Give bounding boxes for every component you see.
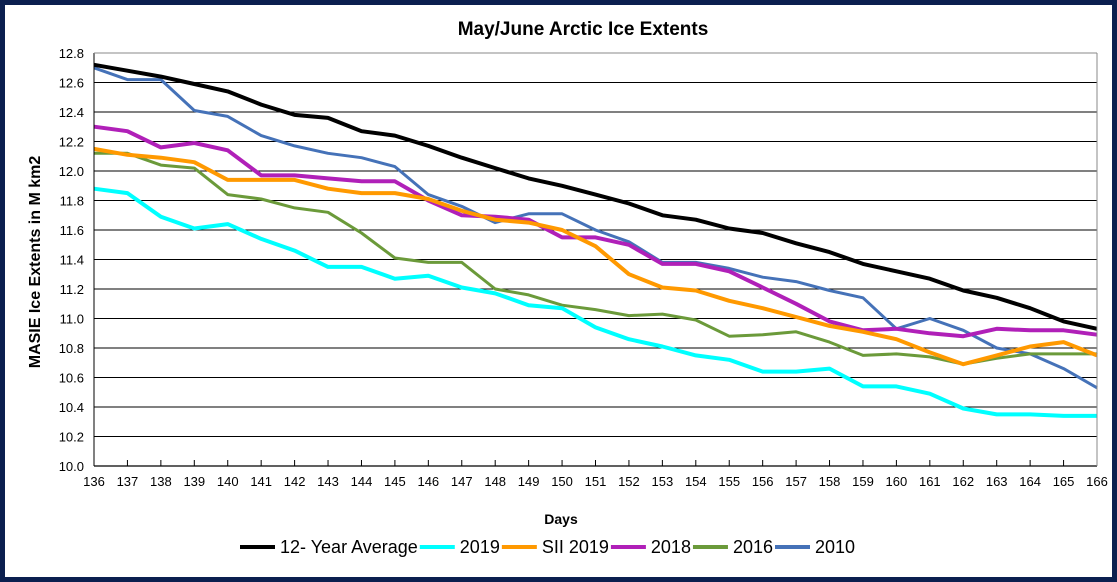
legend-label: 12- Year Average [280,537,418,557]
x-tick-label: 147 [451,474,473,489]
y-tick-label: 10.8 [59,341,84,356]
x-tick-label: 149 [518,474,540,489]
y-tick-label: 12.0 [59,164,84,179]
x-tick-label: 144 [351,474,373,489]
x-tick-label: 150 [551,474,573,489]
legend-label: 2018 [651,537,691,557]
x-tick-label: 157 [785,474,807,489]
x-tick-label: 145 [384,474,406,489]
y-axis-ticks: 10.0 10.2 10.4 10.6 10.8 11.0 11.2 11.4 11.6 11.8… [59,46,84,474]
y-tick-label: 12.6 [59,76,84,91]
y-tick-label: 11.6 [60,223,84,238]
series-lines [93,62,1098,418]
legend: 12- Year Average 2019 SII 2019 2018 2016 2010 [240,537,855,557]
y-tick-label: 11.0 [60,312,84,327]
x-tick-label: 158 [819,474,841,489]
series-line-2018 [93,124,1098,339]
gridlines [94,82,1097,437]
y-tick-label: 11.4 [60,253,84,268]
x-tick-label: 136 [83,474,105,489]
x-tick-label: 155 [718,474,740,489]
series-line-2010 [93,66,1098,390]
x-axis-ticks: 136 137 138 139 140 141 142 143 144 145 146 147 148 1… [83,460,1108,489]
x-tick-label: 148 [484,474,506,489]
x-tick-label: 139 [183,474,205,489]
y-tick-label: 12.4 [59,105,84,120]
series-line-12-year-average [93,62,1098,331]
legend-label: 2010 [815,537,855,557]
x-axis-label: Days [544,511,578,527]
x-tick-label: 152 [618,474,640,489]
x-tick-label: 140 [217,474,239,489]
x-tick-label: 162 [952,474,974,489]
x-tick-label: 161 [919,474,941,489]
x-tick-label: 166 [1086,474,1108,489]
series-line-sii-2019 [93,146,1098,367]
series-line-2016 [94,151,1097,366]
x-tick-label: 160 [886,474,908,489]
y-tick-label: 10.0 [59,459,84,474]
x-tick-label: 142 [284,474,306,489]
x-tick-label: 151 [585,474,607,489]
y-tick-label: 10.6 [59,371,84,386]
x-tick-label: 164 [1019,474,1041,489]
x-tick-label: 163 [986,474,1008,489]
x-tick-label: 153 [652,474,674,489]
y-tick-label: 11.8 [60,194,84,209]
y-tick-label: 11.2 [60,282,84,297]
y-tick-label: 10.2 [59,430,84,445]
x-tick-label: 154 [685,474,707,489]
legend-label: 2019 [460,537,500,557]
x-tick-label: 156 [752,474,774,489]
x-tick-label: 165 [1053,474,1075,489]
legend-label: 2016 [733,537,773,557]
x-tick-label: 159 [852,474,874,489]
x-tick-label: 141 [250,474,272,489]
x-tick-label: 138 [150,474,172,489]
chart-title: May/June Arctic Ice Extents [458,19,709,40]
x-tick-label: 146 [417,474,439,489]
x-tick-label: 137 [117,474,139,489]
y-tick-label: 10.4 [59,400,84,415]
y-axis-label: MASIE Ice Extents in M km2 [27,156,44,369]
x-tick-label: 143 [317,474,339,489]
y-tick-label: 12.8 [59,46,84,61]
y-tick-label: 12.2 [59,135,84,150]
series-line-2019 [93,186,1097,418]
legend-label: SII 2019 [542,537,609,557]
